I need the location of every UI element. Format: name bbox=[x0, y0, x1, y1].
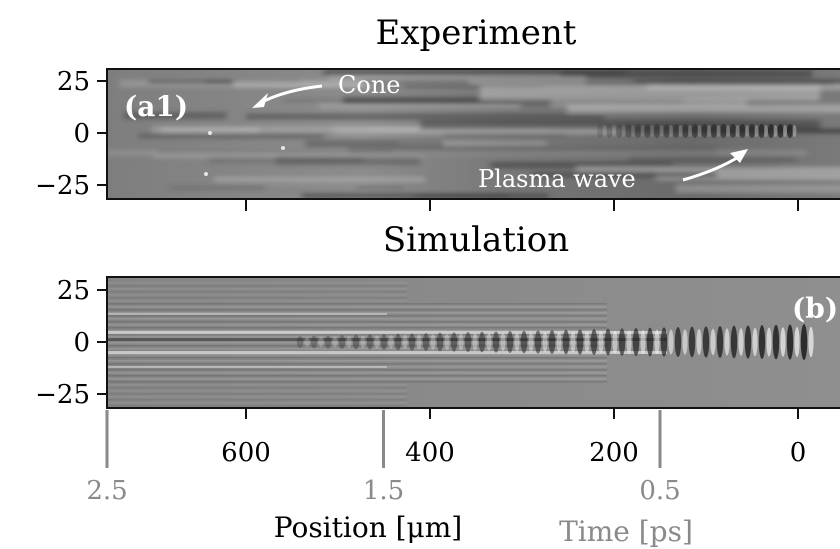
annotation-plasma-wave: Plasma wave bbox=[478, 165, 636, 193]
simulation-y-tick-label: 0 bbox=[73, 328, 90, 358]
position-tick-label: 600 bbox=[221, 438, 271, 468]
position-tick-label: 0 bbox=[790, 438, 807, 468]
plasma-wave-arrowhead bbox=[730, 149, 748, 163]
position-tick-label: 200 bbox=[589, 438, 639, 468]
time-tick-label: 2.5 bbox=[86, 476, 127, 506]
annotation-cone: Cone bbox=[338, 71, 400, 99]
experiment-y-tick-label: 25 bbox=[57, 67, 90, 97]
position-tick-label: 400 bbox=[405, 438, 455, 468]
experiment-y-tick-label: 0 bbox=[73, 119, 90, 149]
time-tick-label: 1.5 bbox=[363, 476, 404, 506]
simulation-y-tick-label: 25 bbox=[57, 276, 90, 306]
experiment-y-tick-label: −25 bbox=[35, 171, 90, 201]
time-tick-label: 0.5 bbox=[639, 476, 680, 506]
time-axis-label: Time [ps] bbox=[559, 515, 693, 548]
experiment-image bbox=[107, 69, 840, 199]
panel-label-a1: (a1) bbox=[124, 90, 188, 123]
experiment-title: Experiment bbox=[376, 13, 577, 53]
panel-label-b: (b) bbox=[792, 292, 838, 325]
cone-arrowhead bbox=[252, 93, 268, 108]
simulation-y-tick-label: −25 bbox=[35, 380, 90, 410]
simulation-image bbox=[107, 277, 840, 408]
x-axis-label: Position [μm] bbox=[274, 511, 462, 544]
simulation-title: Simulation bbox=[383, 220, 569, 260]
